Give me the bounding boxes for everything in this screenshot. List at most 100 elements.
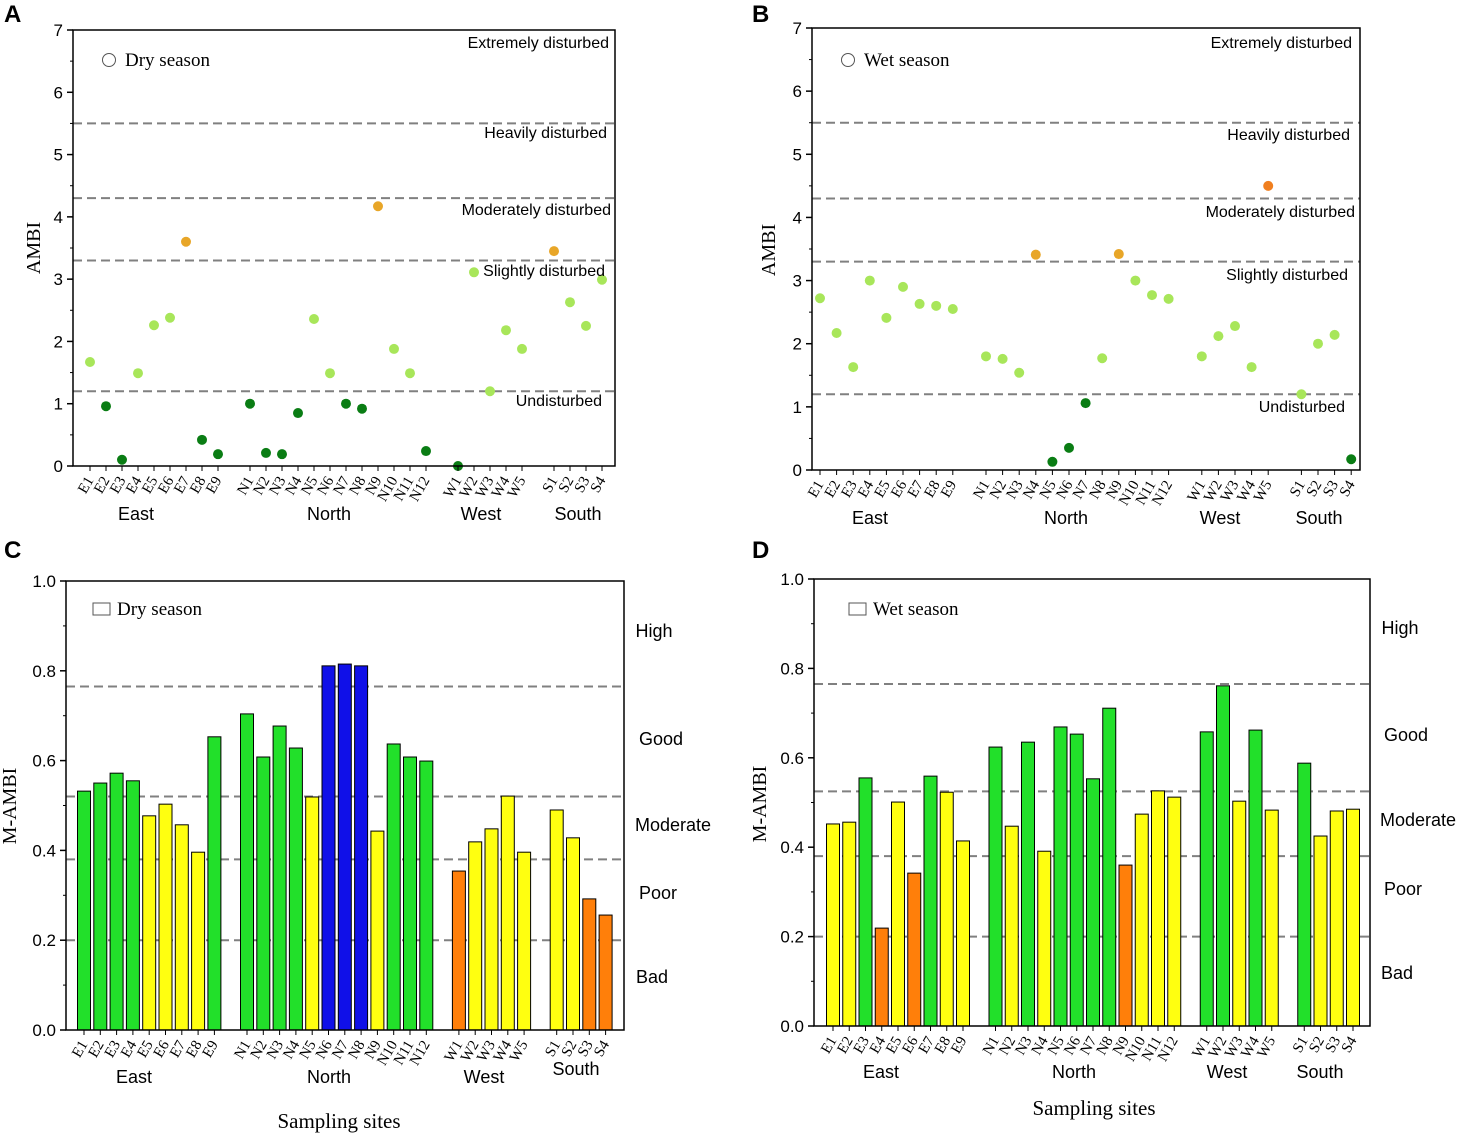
x-tick-label: N2 — [248, 1038, 271, 1062]
x-tick-label: E1 — [75, 474, 97, 496]
data-point-E6 — [165, 312, 175, 323]
bar-N3 — [272, 725, 287, 1031]
x-tick-label: E6 — [888, 478, 910, 501]
bar-E8 — [939, 791, 954, 1027]
x-tick-label: N2 — [996, 1034, 1019, 1058]
x-tick-label: N1 — [970, 478, 993, 502]
bar-N9 — [1118, 864, 1133, 1027]
y-tick-label: 6 — [54, 83, 63, 102]
bar-S4 — [1346, 808, 1360, 1027]
x-tick-label: N5 — [1045, 1034, 1068, 1058]
group-label: North — [1044, 508, 1088, 528]
zone-label: Moderate — [635, 815, 711, 835]
legend-marker — [841, 53, 855, 67]
x-tick-label: E9 — [200, 1038, 222, 1060]
zone-label: Slightly disturbed — [1226, 267, 1348, 284]
bar-W2 — [468, 841, 483, 1031]
bar-W5 — [1264, 809, 1279, 1027]
x-tick-label: E5 — [883, 1034, 905, 1056]
y-tick-label: 0.8 — [780, 659, 804, 678]
x-tick-label: W5 — [507, 1038, 532, 1065]
x-tick-label: S4 — [1339, 1034, 1361, 1056]
x-tick-label: N3 — [1012, 1034, 1035, 1058]
y-tick-label: 4 — [793, 208, 802, 227]
bar-N5 — [305, 796, 320, 1031]
x-tick-label: N9 — [1110, 1034, 1133, 1058]
group-label: South — [554, 504, 601, 524]
data-point-S2 — [1313, 338, 1323, 349]
zone-label: Poor — [639, 883, 677, 903]
zone-label: Moderately disturbed — [1206, 204, 1355, 221]
bar-N10 — [1134, 813, 1149, 1027]
zone-label: Poor — [1384, 879, 1422, 899]
x-tick-label: N1 — [231, 1038, 254, 1062]
zone-label: Slightly disturbed — [483, 263, 605, 280]
x-tick-label: E4 — [855, 478, 877, 501]
x-tick-label: E4 — [123, 474, 145, 497]
data-point-E9 — [213, 449, 223, 460]
data-point-E2 — [101, 401, 111, 412]
data-point-N9 — [373, 201, 383, 212]
y-tick-label: 0.0 — [780, 1017, 804, 1036]
data-point-W3 — [485, 386, 495, 397]
x-tick-label: N1 — [980, 1034, 1003, 1058]
zone-label: Good — [639, 729, 683, 749]
y-tick-label: 0.4 — [32, 841, 56, 860]
zone-label: Heavily disturbed — [1227, 127, 1350, 144]
x-tick-label: W5 — [1255, 1034, 1280, 1061]
x-tick-label: E1 — [69, 1038, 91, 1060]
zone-label: Good — [1384, 725, 1428, 745]
panel-letter: A — [4, 1, 21, 28]
zone-label: Moderately disturbed — [462, 202, 611, 219]
x-tick-label: S4 — [588, 474, 610, 496]
group-label: South — [1296, 1062, 1343, 1082]
bar-N1 — [240, 713, 254, 1031]
bar-W5 — [517, 851, 532, 1031]
group-label: West — [1200, 508, 1241, 528]
legend-label: Wet season — [864, 50, 950, 71]
data-point-E7 — [914, 298, 925, 309]
data-point-N4 — [1030, 249, 1041, 260]
bar-E5 — [891, 801, 905, 1027]
x-tick-label: E6 — [155, 474, 177, 497]
data-point-N1 — [245, 398, 255, 409]
x-tick-label: N1 — [234, 474, 257, 498]
panel-letter: D — [752, 537, 769, 564]
x-tick-label: E4 — [867, 1034, 889, 1057]
bar-E6 — [907, 872, 922, 1027]
y-tick-label: 1.0 — [32, 572, 56, 591]
x-tick-label: S2 — [1304, 478, 1326, 500]
y-tick-label: 2 — [793, 335, 802, 354]
x-tick-label: N3 — [264, 1038, 287, 1062]
y-tick-label: 0.2 — [32, 931, 56, 950]
x-tick-label: E7 — [916, 1034, 938, 1057]
x-tick-label: E5 — [872, 478, 894, 500]
legend-label: Dry season — [117, 599, 202, 620]
y-tick-label: 0 — [793, 461, 802, 480]
data-point-N3 — [1014, 367, 1025, 378]
data-point-N5 — [309, 314, 319, 325]
data-point-E3 — [117, 454, 127, 465]
x-tick-label: E9 — [948, 1034, 970, 1056]
data-point-E7 — [181, 236, 191, 247]
group-label: West — [1207, 1062, 1248, 1082]
x-tick-label: S1 — [1290, 1034, 1312, 1056]
data-point-E1 — [815, 293, 825, 304]
panel-letter: B — [752, 1, 769, 28]
x-tick-label: N2 — [250, 474, 273, 498]
y-axis-label: M-AMBI — [0, 768, 21, 845]
bar-E4 — [125, 780, 140, 1031]
x-tick-label: N2 — [987, 478, 1010, 502]
bar-N4 — [288, 747, 303, 1031]
data-point-N6 — [325, 368, 335, 379]
data-point-N10 — [389, 343, 399, 354]
legend-marker — [848, 602, 867, 616]
data-point-S3 — [1329, 329, 1340, 340]
data-point-E9 — [947, 303, 958, 314]
data-point-W4 — [1246, 362, 1257, 373]
x-tick-label: E7 — [167, 1038, 189, 1061]
zone-label: Extremely disturbed — [1211, 35, 1352, 52]
group-label: South — [1295, 508, 1342, 528]
group-label: South — [552, 1059, 599, 1079]
bar-E9 — [207, 736, 222, 1031]
